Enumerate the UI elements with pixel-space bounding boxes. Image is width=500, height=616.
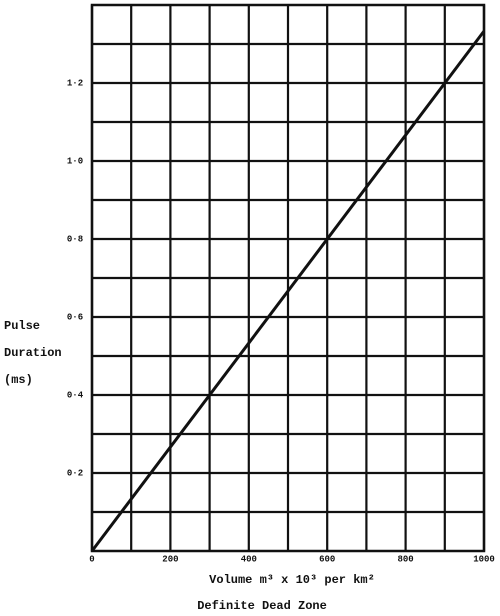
y-tick-label: 1·2 xyxy=(67,78,83,88)
x-tick-label: 600 xyxy=(319,554,335,564)
y-tick-label: 0·4 xyxy=(67,390,84,400)
y-tick-label: 0·6 xyxy=(67,312,83,322)
y-tick-label: 1·0 xyxy=(67,156,83,166)
x-tick-label: 400 xyxy=(241,554,257,564)
data-line xyxy=(90,30,486,552)
x-tick-label: 1000 xyxy=(473,554,495,564)
x-tick-label: 0 xyxy=(89,554,94,564)
y-tick-label: 0·8 xyxy=(67,234,83,244)
y-axis-label: Duration xyxy=(4,346,62,360)
x-tick-label: 800 xyxy=(397,554,413,564)
y-tick-label: 0·2 xyxy=(67,468,83,478)
x-tick-label: 200 xyxy=(162,554,178,564)
y-axis-label: (ms) xyxy=(4,373,33,387)
x-axis-label: Volume m³ x 10³ per km² xyxy=(209,573,375,587)
y-axis-label: Pulse xyxy=(4,319,40,333)
chart-title: Definite Dead Zone xyxy=(197,599,327,613)
